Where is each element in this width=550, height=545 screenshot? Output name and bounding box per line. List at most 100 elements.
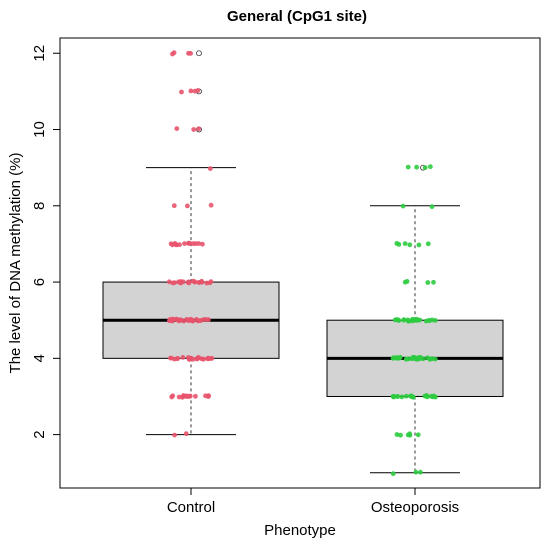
data-point xyxy=(177,242,182,248)
y-axis: 2 4 6 8 10 12 xyxy=(31,45,60,439)
data-point xyxy=(184,393,190,399)
data-point xyxy=(402,279,408,285)
y-tick-label: 12 xyxy=(31,45,48,62)
data-point xyxy=(174,317,180,323)
x-tick-label: Control xyxy=(167,499,215,516)
data-point xyxy=(418,469,423,475)
data-point xyxy=(206,393,212,399)
data-point xyxy=(429,204,435,210)
data-point xyxy=(183,431,189,437)
x-tick-label: Osteoporosis xyxy=(371,499,459,516)
chart-title: General (CpG1 site) xyxy=(227,8,367,25)
data-point xyxy=(414,164,419,170)
data-point xyxy=(193,393,198,399)
data-point xyxy=(428,393,434,399)
data-point xyxy=(167,318,173,323)
box-group-control xyxy=(102,50,280,438)
data-point xyxy=(400,203,406,209)
y-tick-label: 4 xyxy=(31,354,48,362)
outlier-point xyxy=(196,50,202,57)
data-point xyxy=(189,317,195,323)
y-axis-label: The level of DNA methylation (%) xyxy=(7,153,24,374)
data-point xyxy=(424,393,430,398)
data-point xyxy=(405,318,411,324)
data-point xyxy=(407,431,413,437)
data-point xyxy=(411,355,416,361)
data-point xyxy=(392,317,398,323)
data-point xyxy=(172,241,178,246)
data-point xyxy=(405,164,411,170)
data-point xyxy=(185,203,190,209)
data-point xyxy=(198,318,203,323)
y-tick-label: 2 xyxy=(31,430,48,438)
data-point xyxy=(171,203,177,209)
data-point xyxy=(196,126,202,132)
data-point xyxy=(401,317,407,323)
data-point xyxy=(416,242,422,248)
data-point xyxy=(425,241,431,247)
data-point xyxy=(207,166,213,172)
data-point xyxy=(406,356,412,362)
data-point xyxy=(170,51,175,57)
data-point xyxy=(186,240,192,246)
data-point xyxy=(193,241,198,247)
data-point xyxy=(422,165,428,171)
data-point xyxy=(390,471,396,477)
data-point xyxy=(194,317,199,322)
data-point xyxy=(431,279,436,285)
data-point xyxy=(396,242,402,247)
data-point xyxy=(187,356,192,362)
x-axis-label: Phenotype xyxy=(264,522,336,539)
data-point xyxy=(399,394,405,400)
data-point xyxy=(191,127,197,132)
data-point xyxy=(168,241,174,247)
data-point xyxy=(407,242,413,248)
data-point xyxy=(178,317,184,323)
data-point xyxy=(413,469,419,475)
y-tick-label: 10 xyxy=(31,121,48,138)
data-point xyxy=(192,279,198,285)
data-point xyxy=(172,280,177,286)
data-point xyxy=(185,317,191,323)
data-point xyxy=(186,50,191,56)
data-point xyxy=(182,241,187,247)
data-point xyxy=(411,317,417,323)
y-tick-label: 6 xyxy=(31,278,48,286)
data-point xyxy=(180,355,186,360)
data-point xyxy=(425,280,431,285)
data-point xyxy=(168,355,173,361)
data-point xyxy=(426,318,432,323)
data-point xyxy=(409,394,415,400)
data-point xyxy=(208,356,214,361)
x-axis: Control Osteoporosis xyxy=(167,488,459,516)
data-point xyxy=(196,355,202,361)
data-point xyxy=(200,241,205,247)
data-point xyxy=(403,393,409,399)
plot-frame xyxy=(59,37,541,489)
data-point xyxy=(415,432,421,438)
data-point xyxy=(394,432,400,437)
data-point xyxy=(208,202,214,208)
data-point xyxy=(207,280,213,286)
data-point xyxy=(425,355,430,361)
data-layer xyxy=(102,50,504,477)
data-point xyxy=(174,126,180,131)
data-point xyxy=(186,280,192,286)
data-point xyxy=(179,89,184,95)
data-point xyxy=(402,241,408,247)
data-point xyxy=(391,394,397,400)
box-group-osteoporosis xyxy=(326,164,504,477)
data-point xyxy=(169,394,175,400)
data-point xyxy=(174,356,180,362)
y-tick-label: 8 xyxy=(31,202,48,210)
data-point xyxy=(196,280,202,285)
data-point xyxy=(178,280,184,286)
data-point xyxy=(188,88,194,94)
data-point xyxy=(395,355,400,361)
data-point xyxy=(172,432,178,438)
data-point xyxy=(428,164,433,170)
data-point xyxy=(195,88,201,93)
data-point xyxy=(429,356,435,362)
data-point xyxy=(417,355,423,361)
